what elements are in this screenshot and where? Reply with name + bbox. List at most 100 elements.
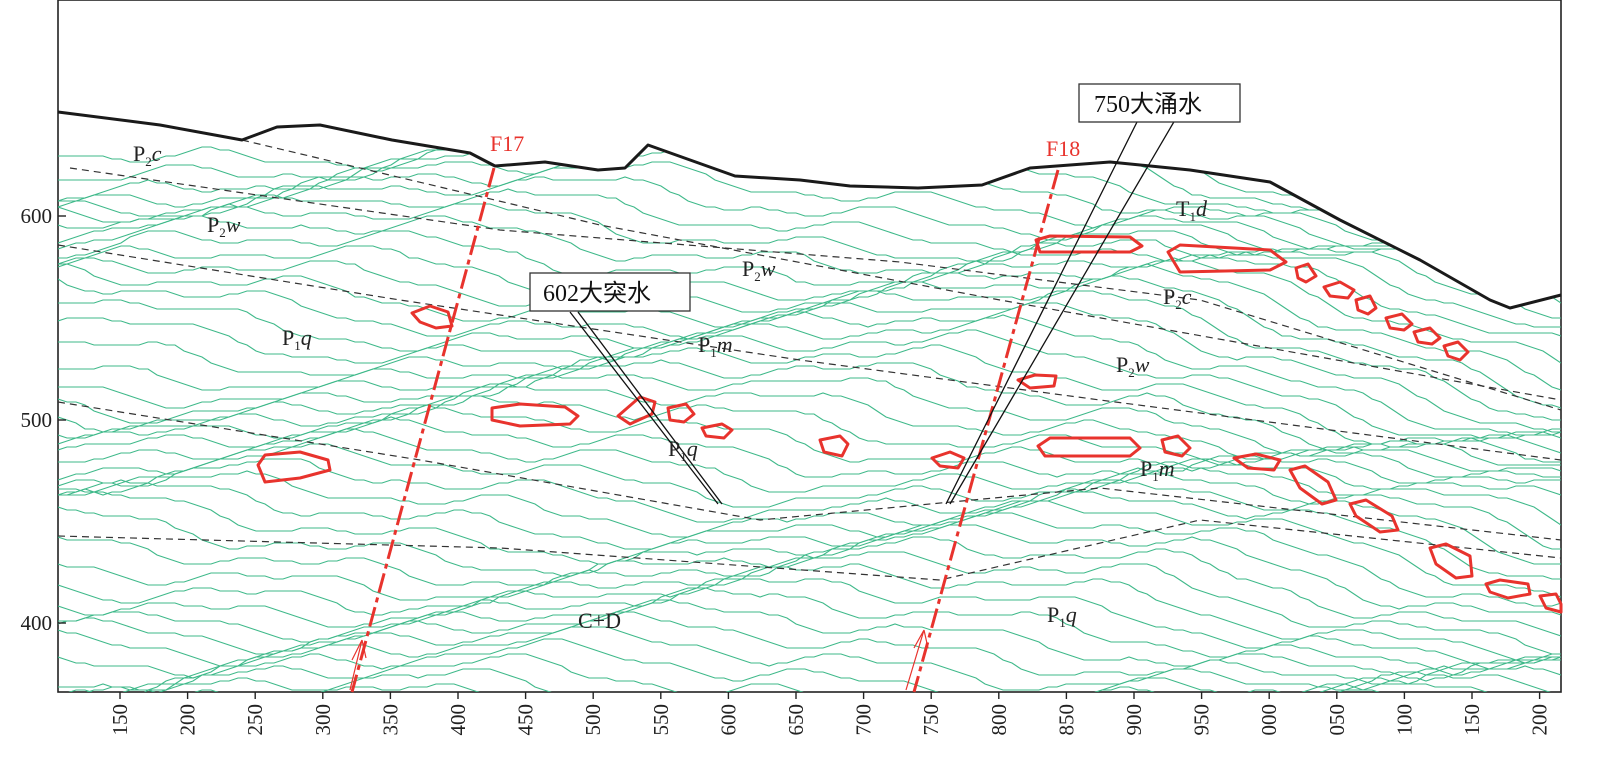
x-tick-label: 350 <box>378 704 402 736</box>
stratum-label: P1q <box>282 325 312 353</box>
stratum-label: P1m <box>1140 456 1175 484</box>
stratum-sub: 1 <box>680 449 687 464</box>
stratum-sub: 1 <box>1189 209 1196 224</box>
x-tick-label: 500 <box>581 704 605 736</box>
stratum-sub: 2 <box>145 154 152 169</box>
contour-line <box>58 161 1561 253</box>
anomaly-outline <box>1538 592 1563 614</box>
stratum-letter: c <box>152 141 162 166</box>
contour-line <box>58 275 1561 409</box>
ground-surface-line <box>57 110 1562 310</box>
stratum-sub: 2 <box>1128 365 1135 380</box>
x-tick-label: 000 <box>1257 704 1281 736</box>
stratum-letter: w <box>761 256 776 281</box>
boundary-line <box>58 244 1561 461</box>
anomaly-outline <box>410 304 454 330</box>
stratum-base: P <box>133 141 145 166</box>
anomaly-outline <box>1288 464 1338 506</box>
x-tick-label: 250 <box>243 704 267 736</box>
anomaly-outline <box>1354 294 1378 316</box>
y-tick-label: 500 <box>21 408 53 432</box>
contour-line <box>58 302 1561 433</box>
contour-line <box>58 599 1561 682</box>
stratum-label: P1m <box>698 332 733 360</box>
boundary-line <box>58 401 1561 541</box>
x-tick-label: 050 <box>1325 704 1349 736</box>
leader-line <box>577 311 723 505</box>
leader-line <box>569 311 719 505</box>
stratum-label: C+D <box>578 608 621 633</box>
stratum-base: C+D <box>578 608 621 633</box>
stratum-sub: 1 <box>710 345 717 360</box>
x-tick-label: 750 <box>919 704 943 736</box>
y-axis: 600 500 400 <box>21 204 66 635</box>
stratum-base: P <box>1140 456 1152 481</box>
stratum-label: P2w <box>207 212 241 240</box>
leader-line <box>945 119 1139 505</box>
stratum-sub: 2 <box>219 225 226 240</box>
anomaly-outline <box>1384 312 1414 332</box>
contour-line <box>58 506 1561 607</box>
contour-line <box>58 536 1561 637</box>
x-tick-label: 450 <box>514 704 538 736</box>
contour-line <box>58 578 1561 670</box>
callout-leaders <box>569 119 1176 505</box>
stratum-base: P <box>668 436 680 461</box>
contour-line <box>58 344 1561 445</box>
stratum-sub: 2 <box>1175 297 1182 312</box>
callout-box <box>1078 83 1241 123</box>
contour-line <box>58 257 1561 364</box>
contour-line <box>58 626 1561 691</box>
contour-line <box>58 611 1561 685</box>
stratum-letter: w <box>226 212 241 237</box>
x-tick-label: 950 <box>1190 704 1214 736</box>
anomaly-outline <box>1412 326 1442 346</box>
x-tick-label: 150 <box>1460 704 1484 736</box>
leader-line <box>949 119 1176 505</box>
anomaly-outline <box>1036 436 1142 458</box>
callout-label: 750大涌水 <box>1094 91 1202 118</box>
x-axis: 150 200 250 300 350 400 450 500 550 600 650 700 750 8… <box>108 692 1552 736</box>
stratum-base: P <box>1047 602 1059 627</box>
y-tick-label: 600 <box>21 204 53 228</box>
contour-line <box>58 290 1561 421</box>
stratum-sub: 1 <box>1152 469 1159 484</box>
contour-line <box>58 638 1561 692</box>
stratum-label: P1q <box>1047 602 1077 630</box>
contour-line <box>58 488 1561 598</box>
contour-line <box>58 263 1561 391</box>
x-tick-label: 850 <box>1054 704 1078 736</box>
stratum-sub: 1 <box>1059 615 1066 630</box>
x-tick-label: 650 <box>784 704 808 736</box>
boundary-line <box>58 519 1561 581</box>
stratum-label: P2c <box>1163 284 1192 312</box>
anomaly-outline <box>1034 234 1144 254</box>
stratum-letter: q <box>687 436 698 461</box>
anomaly-zones <box>256 234 1563 614</box>
stratigraphic-boundaries <box>58 139 1561 581</box>
x-tick-label: 800 <box>987 704 1011 736</box>
callout-602: 602大突水 <box>529 272 691 312</box>
stratum-letter: q <box>301 325 312 350</box>
anomaly-outline <box>1484 578 1532 600</box>
stratum-letter: d <box>1196 196 1208 221</box>
contour-line <box>58 416 1561 484</box>
contour-line <box>58 215 1561 319</box>
stratum-base: P <box>1116 352 1128 377</box>
contour-line <box>58 551 1561 655</box>
fault-label-f18: F18 <box>1046 136 1080 161</box>
contour-line <box>58 230 1561 328</box>
stratum-letter: c <box>1182 284 1192 309</box>
plot-frame <box>57 0 1562 693</box>
anomaly-outline <box>1428 542 1474 580</box>
anomaly-outline <box>490 402 580 428</box>
x-tick-label: 600 <box>716 704 740 736</box>
stratum-letter: q <box>1066 602 1077 627</box>
contour-line <box>58 587 1561 676</box>
contour-line <box>58 470 1561 565</box>
stratum-base: P <box>698 332 710 357</box>
boundary-line <box>241 139 1561 401</box>
anomaly-outline <box>1348 498 1400 534</box>
strata-labels: P2c P2w P1q P2w P1m P1q T1d P2c P2w P1m … <box>133 141 1208 633</box>
anomaly-outline <box>930 450 966 470</box>
